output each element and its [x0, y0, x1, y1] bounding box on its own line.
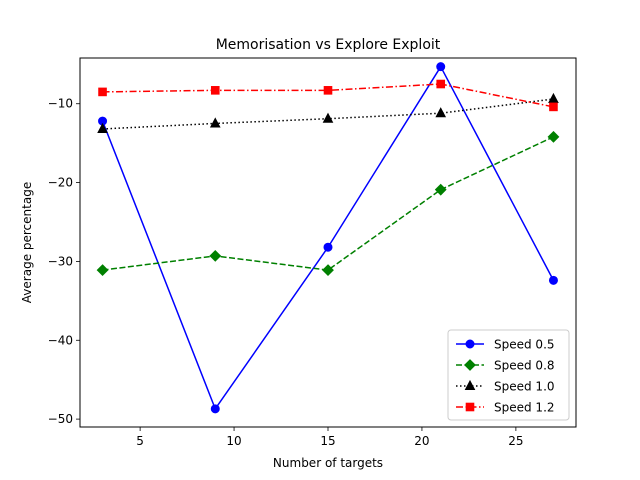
- data-point: [549, 102, 558, 112]
- legend-item: Speed 1.2: [456, 401, 555, 415]
- data-point: [323, 242, 333, 252]
- data-point: [209, 117, 221, 128]
- data-point: [548, 92, 559, 103]
- y-tick-label: −10: [48, 97, 73, 111]
- y-tick-label: −20: [48, 176, 73, 190]
- y-tick-label: −50: [48, 412, 73, 426]
- data-point: [547, 130, 560, 143]
- legend-item: Speed 1.0: [456, 380, 555, 394]
- data-point: [548, 275, 558, 285]
- legend: Speed 0.5 Speed 0.8 Speed 1.0 Speed 1.2: [447, 329, 570, 421]
- x-axis-title: Number of targets: [273, 456, 383, 470]
- series-layer: [96, 62, 560, 414]
- legend-marker: [465, 402, 475, 412]
- data-point: [436, 62, 446, 72]
- data-point: [210, 86, 220, 95]
- y-tick-label: −30: [48, 254, 73, 268]
- legend-label: Speed 0.8: [494, 359, 555, 373]
- data-point: [323, 86, 333, 95]
- series-line: [102, 98, 554, 130]
- data-point: [434, 183, 447, 196]
- series-2: [96, 130, 560, 277]
- legend-marker: [464, 379, 476, 390]
- legend-item: Speed 0.5: [456, 338, 555, 352]
- legend-marker: [464, 359, 476, 371]
- legend-label: Speed 1.2: [494, 401, 555, 415]
- legend-marker: [465, 339, 475, 349]
- x-tick-label: 10: [226, 434, 241, 448]
- data-point: [209, 249, 222, 262]
- legend-label: Speed 1.0: [494, 380, 555, 394]
- series-3: [97, 92, 559, 133]
- x-tick-label: 20: [414, 434, 429, 448]
- data-point: [98, 87, 107, 97]
- data-point: [210, 404, 220, 414]
- x-tick-label: 5: [136, 434, 144, 448]
- chart-title: Memorisation vs Explore Exploit: [216, 37, 441, 53]
- data-point: [322, 112, 334, 123]
- data-point: [97, 122, 108, 133]
- legend-label: Speed 0.5: [494, 338, 555, 352]
- y-tick-label: −40: [48, 333, 73, 347]
- data-point: [435, 107, 447, 118]
- y-axis: −50 −40 −30 −20 −10: [48, 97, 80, 426]
- data-point: [322, 264, 334, 277]
- legend-box: [447, 329, 570, 421]
- x-axis: 5 10 15 20 25: [136, 427, 524, 448]
- x-tick-label: 15: [320, 434, 335, 448]
- legend-item: Speed 0.8: [456, 359, 555, 373]
- y-axis-title: Average percentage: [20, 182, 34, 303]
- series-4: [98, 79, 558, 112]
- series-1: [98, 62, 558, 414]
- data-point: [436, 79, 446, 89]
- x-tick-label: 25: [508, 434, 523, 448]
- data-point: [96, 264, 109, 277]
